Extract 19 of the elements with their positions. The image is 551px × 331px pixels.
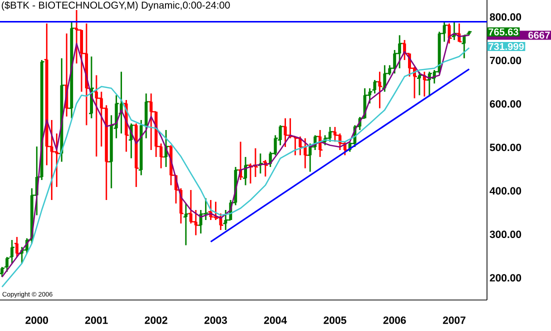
- y-tick-label: 200.00: [490, 274, 522, 282]
- x-tick-label: 2002: [144, 316, 168, 324]
- y-tick-label: 600.00: [490, 100, 522, 108]
- annotation: 765.63: [488, 28, 518, 36]
- x-tick-label: 2003: [204, 316, 227, 324]
- x-tick-label: 2004: [264, 316, 287, 324]
- y-tick-label: 500.00: [490, 144, 522, 152]
- x-tick-label: 2005: [324, 316, 346, 324]
- x-tick-label: 2000: [26, 316, 48, 324]
- y-tick-label: 300.00: [490, 230, 522, 238]
- x-tick-label: 2007: [442, 316, 466, 324]
- annotation: 731.999: [488, 42, 524, 50]
- y-tick-label: 400.00: [490, 187, 522, 195]
- text: 6667: [528, 32, 550, 39]
- chart-title: ($BTK - BIOTECHNOLOGY,M) Dynamic,0:00-24:00: [2, 1, 230, 11]
- x-tick-label: 2006: [383, 316, 406, 324]
- x-tick-label: 2001: [85, 316, 108, 324]
- y-tick-label: 700.00: [490, 56, 522, 64]
- y-tick-label: 800.00: [490, 13, 522, 21]
